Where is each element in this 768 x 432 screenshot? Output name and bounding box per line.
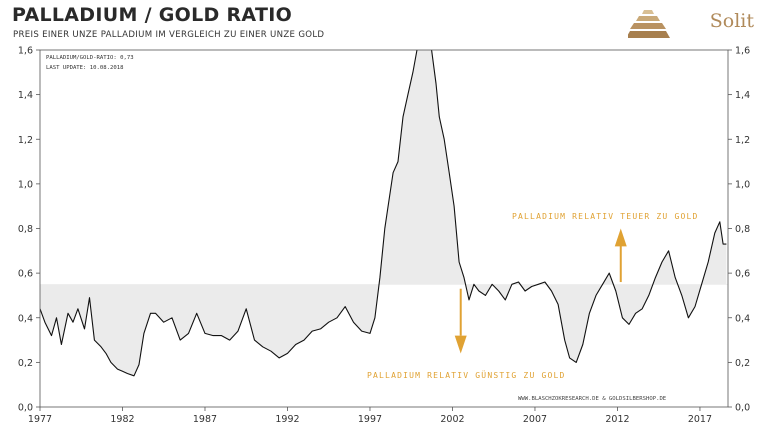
y-tick-label-left: 1,6	[18, 46, 33, 57]
y-tick-label-left: 0,2	[18, 358, 33, 369]
plot-frame	[39, 49, 729, 408]
source-credit: WWW.BLASCHZOKRESEARCH.DE & GOLDSILBERSHO…	[518, 396, 667, 402]
x-tick-label: 2017	[688, 414, 712, 425]
x-tick-label: 1982	[110, 414, 134, 425]
deviation-fill-area	[40, 50, 727, 376]
y-tick-label-left: 1,4	[18, 90, 33, 101]
y-tick-label-right: 1,4	[735, 90, 750, 101]
y-tick-label-right: 0,0	[735, 403, 750, 414]
y-tick-label-right: 1,2	[735, 135, 750, 146]
y-tick-label-left: 0,0	[18, 403, 33, 414]
up-arrow-head	[614, 228, 627, 247]
y-tick-label-right: 1,0	[735, 179, 750, 190]
down-arrow-head	[454, 335, 467, 354]
x-tick-label: 2012	[605, 414, 629, 425]
current-ratio-label: PALLADIUM/GOLD-RATIO: 0,73	[46, 55, 134, 61]
y-tick-label-left: 0,8	[18, 224, 33, 235]
x-tick-label: 2007	[523, 414, 547, 425]
y-tick-label-right: 0,6	[735, 269, 750, 280]
y-tick-label-right: 1,6	[735, 46, 750, 57]
reference-level-line	[40, 284, 728, 285]
y-tick-label-left: 1,0	[18, 179, 33, 190]
x-tick-label: 1992	[275, 414, 299, 425]
y-tick-label-left: 0,6	[18, 269, 33, 280]
page-title: PALLADIUM / GOLD RATIO	[12, 4, 293, 26]
y-tick-label-right: 0,2	[735, 358, 750, 369]
x-tick-label: 1987	[193, 414, 217, 425]
page-subtitle: PREIS EINER UNZE PALLADIUM IM VERGLEICH …	[13, 30, 325, 40]
series-line	[40, 50, 727, 377]
brand-name: Solit	[709, 10, 754, 32]
expensive-annotation: PALLADIUM RELATIV TEUER ZU GOLD	[512, 212, 699, 221]
y-tick-label-left: 1,2	[18, 135, 33, 146]
x-tick-label: 1997	[358, 414, 382, 425]
y-tick-label-left: 0,4	[18, 313, 33, 324]
x-tick-label: 1977	[28, 414, 52, 425]
last-update-label: LAST UPDATE: 10.08.2018	[46, 65, 124, 71]
x-tick-label: 2002	[440, 414, 464, 425]
y-tick-label-right: 0,8	[735, 224, 750, 235]
y-tick-label-right: 0,4	[735, 313, 750, 324]
cheap-annotation: PALLADIUM RELATIV GÜNSTIG ZU GOLD	[367, 370, 566, 380]
stacked-gold-bars-icon	[628, 10, 670, 38]
